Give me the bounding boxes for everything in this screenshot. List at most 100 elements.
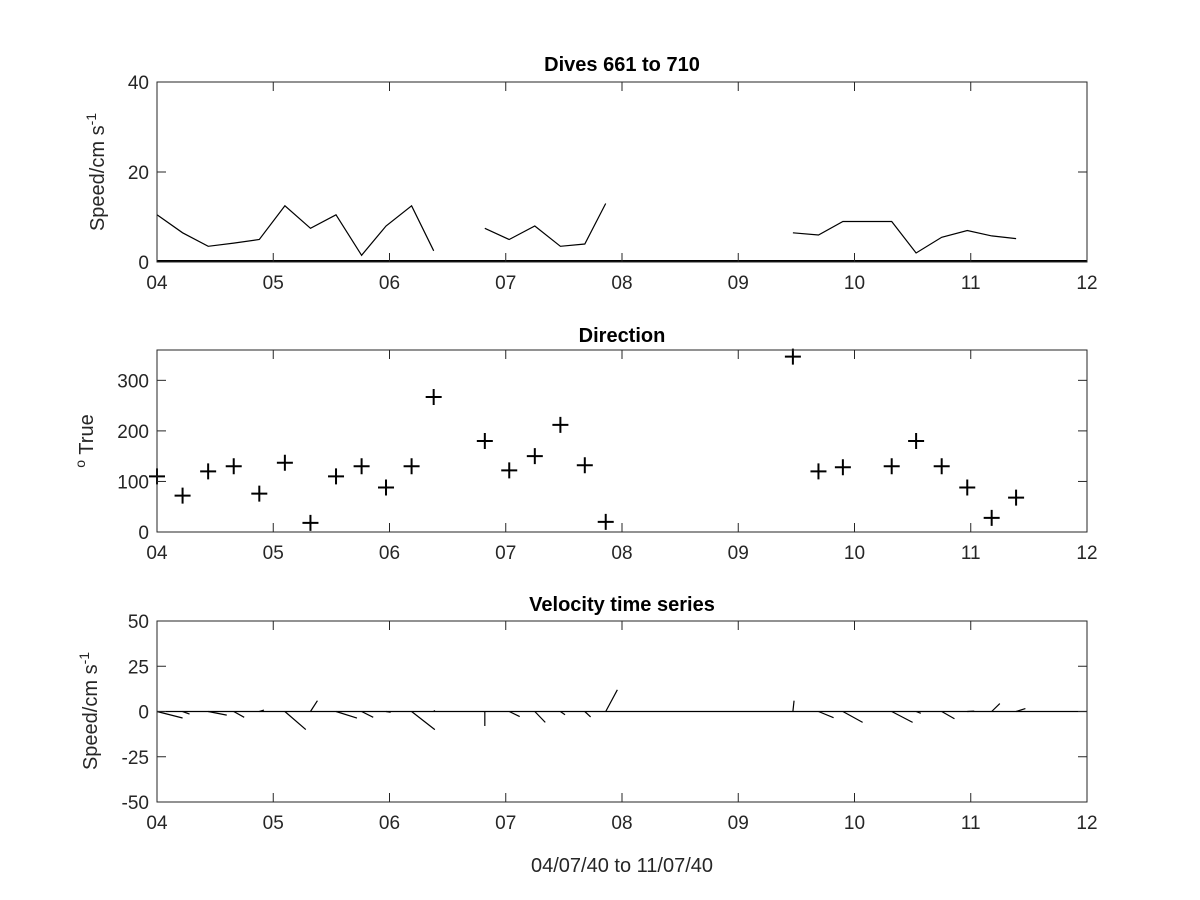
- speed-x-tick-label: 12: [1076, 273, 1097, 294]
- velocity-stick: [259, 709, 265, 713]
- direction-x-tick-label: 04: [146, 543, 168, 564]
- velocity-panel-title: Velocity time series: [529, 594, 715, 616]
- velocity-axes-box: [156, 620, 1088, 803]
- direction-point-marker: [552, 416, 569, 433]
- direction-point-marker: [403, 458, 420, 475]
- velocity-sticks: [156, 689, 1087, 731]
- velocity-stick: [385, 710, 391, 713]
- direction-panel-title: Direction: [579, 325, 666, 347]
- velocity-stick: [508, 710, 520, 718]
- direction-point-marker: [908, 433, 925, 449]
- direction-point-marker: [200, 463, 217, 480]
- direction-axis-ticks: 04 05 06 07 08 09 10 11 12 0 100 200 300: [117, 350, 1098, 564]
- direction-x-tick-label: 06: [379, 543, 400, 564]
- direction-point-marker: [784, 348, 801, 365]
- direction-point-marker: [378, 479, 395, 496]
- direction-y-tick-label: 300: [117, 371, 149, 392]
- speed-panel-title: Dives 661 to 710: [544, 54, 700, 76]
- velocity-stick: [818, 710, 834, 719]
- direction-point-marker: [476, 433, 493, 449]
- velocity-stick: [584, 711, 592, 718]
- direction-x-tick-label: 11: [961, 543, 981, 564]
- speed-y-tick-label: 0: [138, 253, 149, 274]
- direction-point-marker: [174, 487, 191, 504]
- velocity-stick: [605, 689, 618, 712]
- direction-x-tick-label: 05: [263, 543, 284, 564]
- direction-markers: [149, 348, 1025, 531]
- speed-series-line: [156, 204, 435, 257]
- velocity-stick: [411, 711, 436, 731]
- direction-point-marker: [959, 479, 976, 496]
- velocity-stick: [284, 711, 307, 731]
- direction-x-tick-label: 07: [495, 543, 516, 564]
- velocity-stick: [1015, 708, 1026, 713]
- speed-x-tick-label: 09: [728, 273, 749, 294]
- direction-point-marker: [933, 458, 950, 475]
- direction-x-tick-label: 12: [1076, 543, 1097, 564]
- direction-point-marker: [576, 457, 593, 474]
- velocity-x-axis-label: 04/07/40 to 11/07/40: [531, 855, 713, 877]
- velocity-stick: [156, 710, 183, 719]
- direction-y-tick-label: 100: [117, 472, 149, 493]
- speed-x-tick-label: 08: [611, 273, 632, 294]
- speed-x-tick-label: 06: [379, 273, 400, 294]
- velocity-stick: [433, 709, 436, 712]
- velocity-x-tick-label: 09: [728, 813, 749, 834]
- speed-plot-area: [157, 82, 1087, 262]
- direction-y-axis-label: o True: [72, 414, 98, 467]
- speed-series-line: [792, 220, 1017, 254]
- velocity-stick: [208, 710, 227, 716]
- velocity-x-tick-label: 07: [495, 813, 516, 834]
- velocity-x-tick-label: 05: [263, 813, 284, 834]
- direction-point-marker: [353, 458, 370, 475]
- direction-point-marker: [328, 468, 345, 485]
- velocity-x-tick-label: 12: [1076, 813, 1097, 834]
- velocity-stick: [941, 710, 955, 720]
- direction-point-marker: [883, 458, 900, 475]
- velocity-stick: [842, 710, 863, 723]
- velocity-y-tick-label: 25: [128, 657, 149, 678]
- velocity-stick: [335, 710, 358, 719]
- speed-y-tick-label: 40: [128, 73, 149, 94]
- velocity-y-tick-label: 0: [138, 703, 149, 724]
- velocity-x-tick-label: 10: [844, 813, 865, 834]
- direction-x-tick-label: 10: [844, 543, 865, 564]
- velocity-y-tick-label: -25: [122, 748, 149, 769]
- velocity-panel: 04 05 06 07 08 09 10 11 12 -50 -25 0 25 50 Velocity t…: [76, 594, 1098, 877]
- velocity-stick: [534, 711, 546, 723]
- velocity-stick: [560, 711, 566, 716]
- speed-x-tick-label: 04: [146, 273, 168, 294]
- velocity-stick: [991, 703, 1001, 712]
- velocity-stick: [233, 710, 245, 718]
- direction-point-marker: [1008, 489, 1025, 506]
- direction-point-marker: [834, 459, 851, 476]
- direction-axes-box: [156, 349, 1088, 533]
- velocity-stick: [182, 710, 190, 715]
- direction-y-tick-label: 0: [138, 523, 149, 544]
- speed-series-line: [484, 203, 607, 247]
- speed-x-tick-label: 07: [495, 273, 516, 294]
- speed-y-tick-label: 20: [128, 163, 149, 184]
- direction-point-marker: [225, 458, 242, 475]
- direction-point-marker: [276, 454, 293, 471]
- direction-point-marker: [302, 514, 319, 531]
- direction-point-marker: [425, 389, 442, 406]
- velocity-stick: [915, 710, 921, 714]
- direction-point-marker: [251, 485, 268, 502]
- velocity-y-tick-label: -50: [122, 793, 149, 814]
- speed-x-tick-label: 10: [844, 273, 865, 294]
- direction-panel: 04 05 06 07 08 09 10 11 12 0 100 200 300 Direction o…: [72, 325, 1098, 564]
- velocity-x-tick-label: 11: [961, 813, 981, 834]
- direction-point-marker: [597, 513, 614, 530]
- direction-point-marker: [810, 463, 827, 480]
- velocity-y-axis-label: Speed/cm s-1: [76, 652, 102, 770]
- velocity-axis-ticks: 04 05 06 07 08 09 10 11 12 -50 -25 0 25 50: [122, 612, 1098, 834]
- speed-axis-ticks: 04 05 06 07 08 09 10 11 12 0 20 40: [128, 73, 1098, 294]
- velocity-stick: [891, 710, 913, 723]
- velocity-stick: [309, 700, 318, 712]
- velocity-y-tick-label: 50: [128, 612, 149, 633]
- direction-x-tick-label: 08: [611, 543, 632, 564]
- speed-y-axis-label: Speed/cm s-1: [83, 113, 109, 231]
- speed-x-tick-label: 11: [961, 273, 981, 294]
